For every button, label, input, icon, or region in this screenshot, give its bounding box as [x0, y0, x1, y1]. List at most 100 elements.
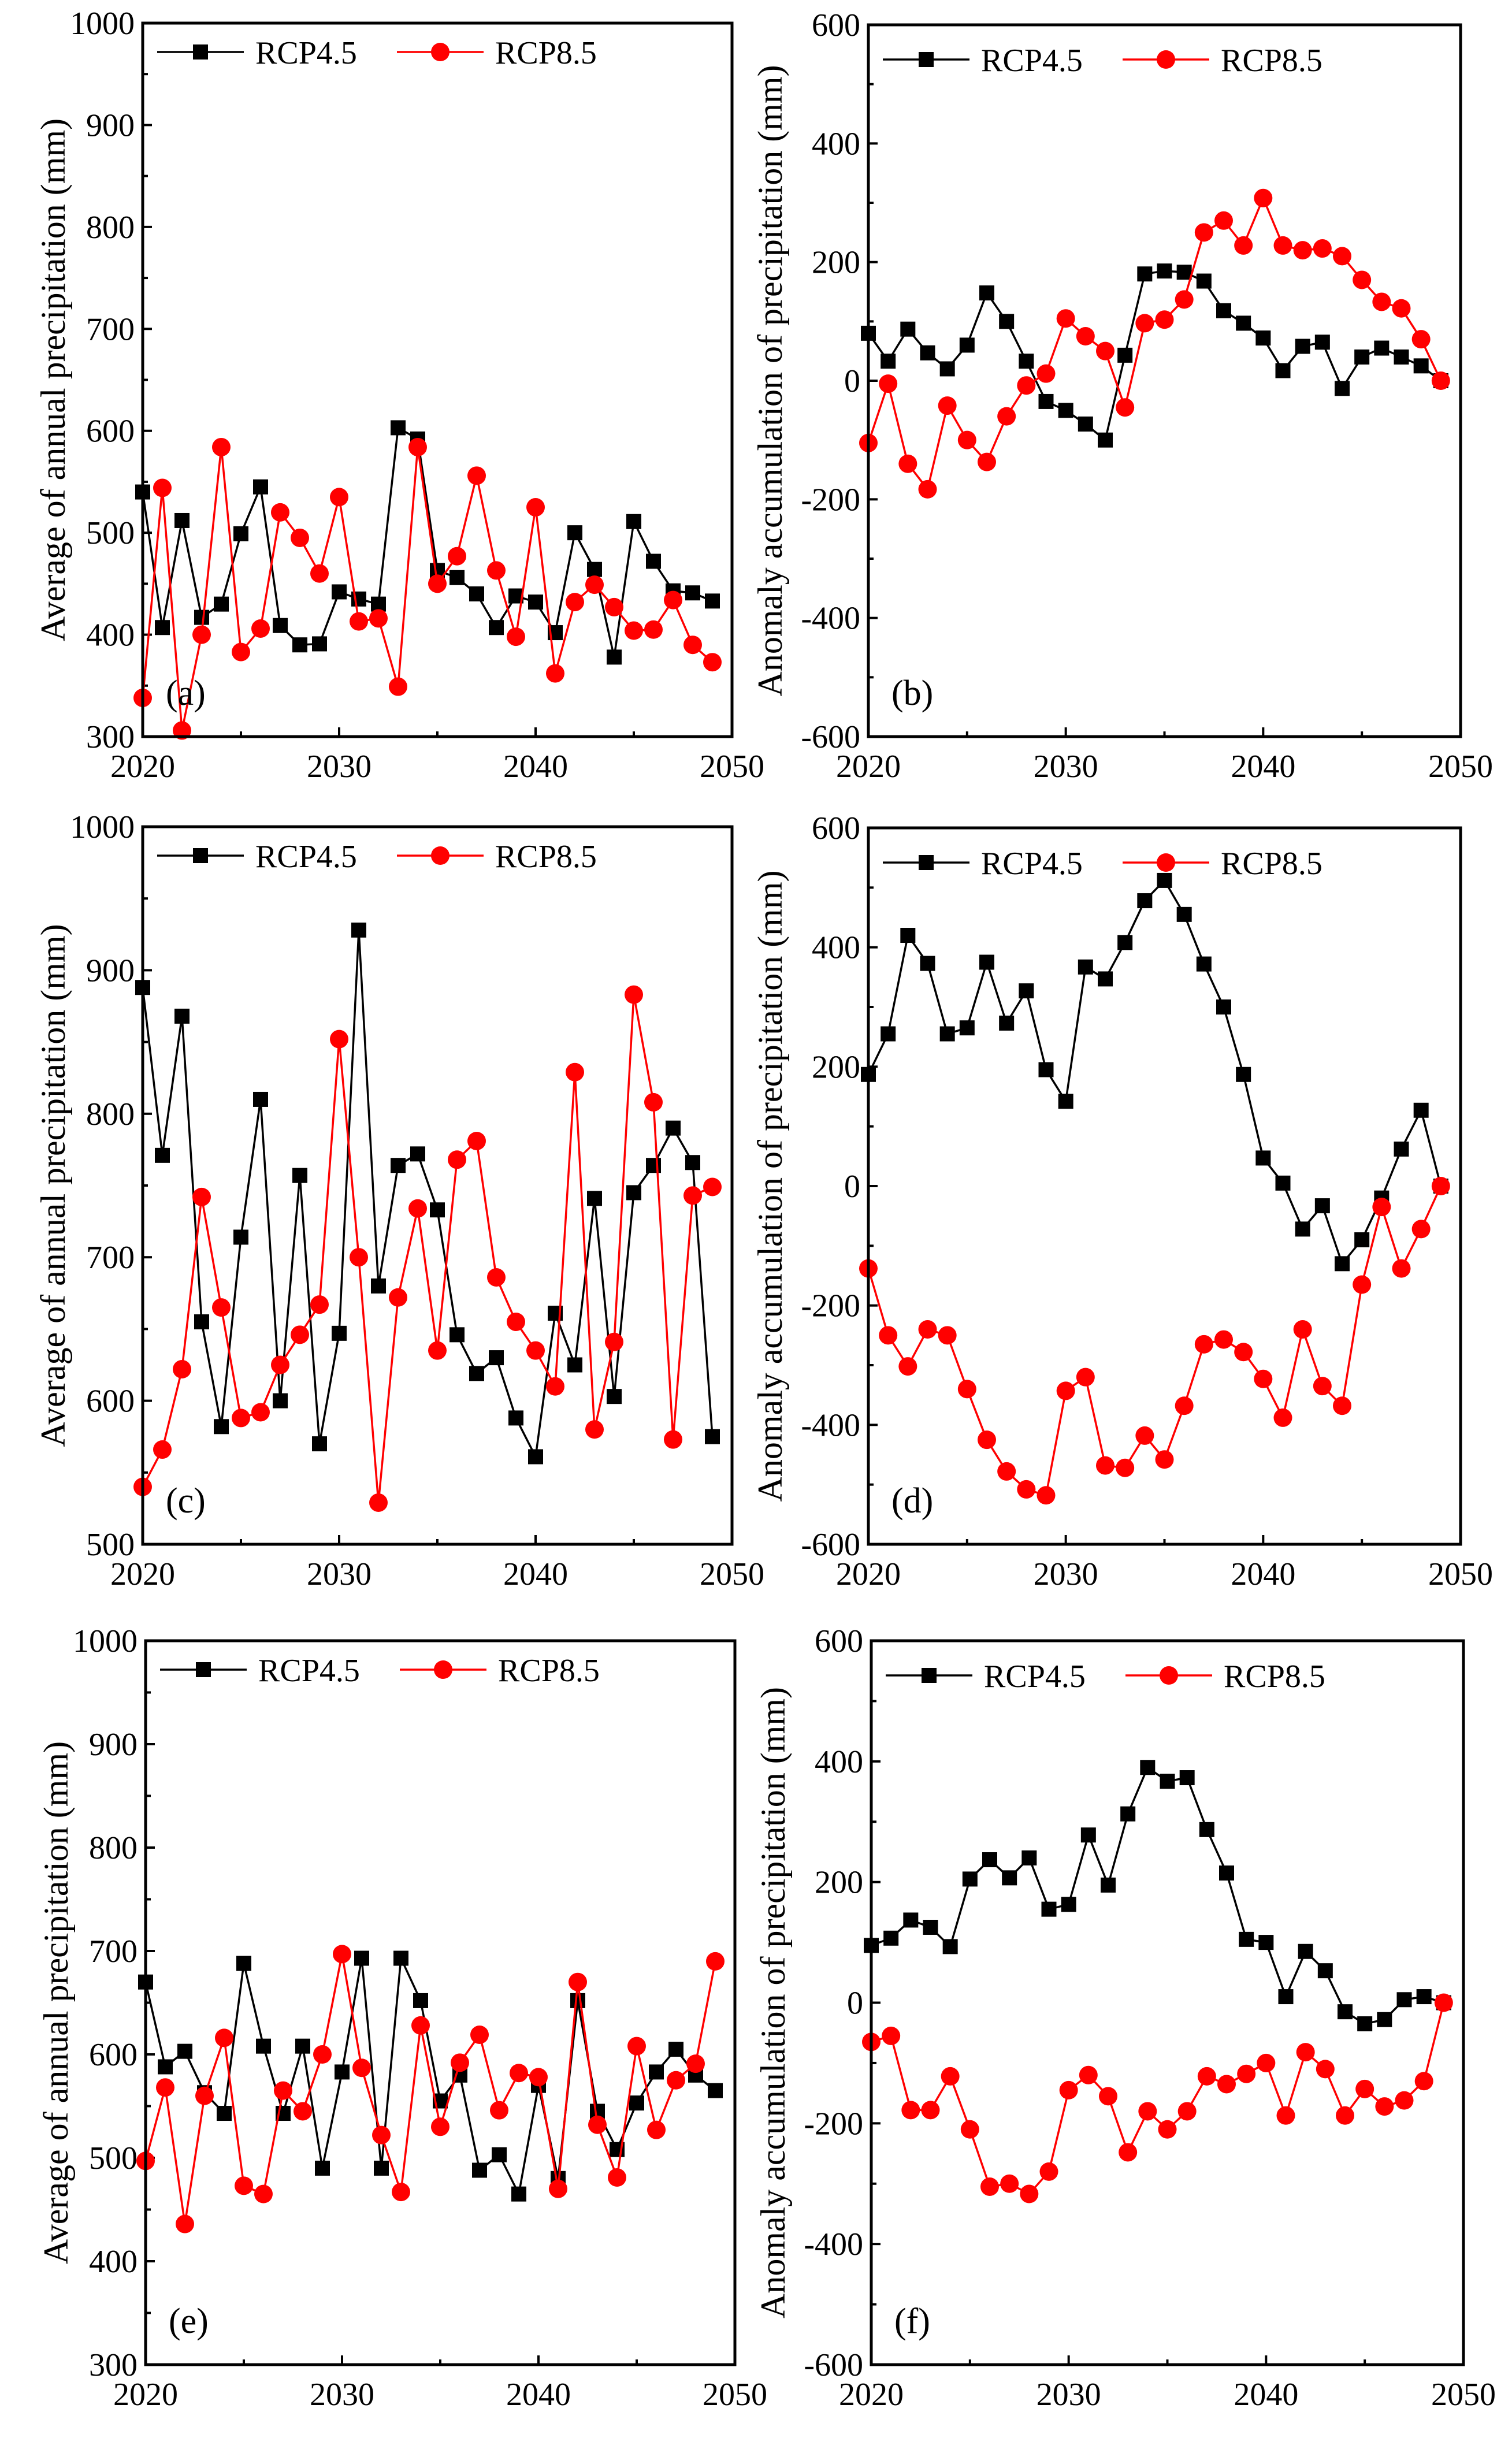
data-point — [569, 1972, 587, 1991]
y-tick-label: -400 — [801, 1407, 860, 1443]
data-point — [939, 1026, 955, 1042]
series-rcp85 — [862, 1993, 1453, 2203]
data-point — [703, 653, 722, 672]
data-point — [1395, 2091, 1414, 2110]
data-point — [1258, 1935, 1274, 1950]
x-tick-label: 2040 — [503, 749, 568, 785]
data-point — [236, 1956, 251, 1971]
data-point — [251, 619, 270, 638]
data-point — [1396, 1992, 1412, 2008]
x-tick-label: 2050 — [700, 749, 764, 785]
data-point — [1411, 330, 1431, 349]
legend-marker — [196, 1662, 211, 1677]
data-point — [310, 564, 329, 583]
data-point — [1239, 1931, 1254, 1947]
series-rcp85 — [859, 188, 1450, 499]
panel-f: 2020 2030 2040 2050 -600 -400 -200 0 200 400 600 An… — [754, 1623, 1496, 2413]
data-point — [1117, 935, 1133, 950]
panel-label: (f) — [894, 2302, 930, 2341]
data-point — [705, 1429, 720, 1444]
data-point — [374, 2160, 389, 2176]
data-point — [350, 612, 368, 631]
x-tick-label: 2050 — [1431, 2377, 1496, 2413]
y-tick-label: 400 — [812, 930, 860, 966]
data-point — [959, 1020, 975, 1036]
data-point — [942, 1939, 958, 1954]
data-point — [295, 2038, 310, 2054]
data-point — [685, 585, 700, 601]
data-point — [644, 620, 663, 639]
data-point — [413, 1993, 428, 2008]
data-point — [1037, 1486, 1056, 1505]
data-point — [587, 1191, 602, 1206]
data-point — [487, 1268, 506, 1287]
data-point — [292, 637, 307, 653]
data-point — [177, 2043, 192, 2059]
data-point — [155, 1147, 170, 1163]
legend-marker — [1157, 853, 1175, 872]
data-point — [605, 597, 623, 616]
y-tick-label: 1000 — [70, 6, 135, 42]
series-line — [871, 1766, 1444, 2025]
data-point — [212, 437, 231, 456]
data-point — [900, 928, 916, 943]
y-tick-label: 500 — [86, 1527, 135, 1563]
data-point — [1273, 236, 1292, 255]
data-point — [254, 2184, 273, 2203]
legend-marker — [193, 848, 208, 863]
data-point — [1293, 1320, 1312, 1339]
data-point — [978, 1430, 996, 1450]
data-point — [1434, 1993, 1453, 2012]
data-point — [1236, 1066, 1251, 1082]
data-point — [492, 2147, 507, 2162]
data-point — [1176, 265, 1192, 280]
data-point — [1314, 1198, 1330, 1214]
data-point — [882, 2026, 901, 2045]
data-point — [708, 2083, 723, 2098]
data-point — [898, 1357, 917, 1376]
data-point — [1313, 239, 1332, 258]
legend: RCP4.5 RCP8.5 — [160, 1653, 600, 1689]
y-tick-label: 400 — [815, 1744, 863, 1780]
panel-label: (a) — [166, 674, 206, 713]
data-point — [389, 1288, 407, 1307]
data-point — [1061, 1897, 1076, 1912]
data-point — [489, 620, 504, 636]
y-tick-label: 1000 — [70, 809, 135, 845]
y-tick-label: 700 — [86, 311, 135, 347]
data-point — [901, 2101, 920, 2120]
data-point — [587, 562, 602, 577]
data-point — [1079, 2065, 1098, 2084]
data-point — [1037, 364, 1056, 383]
y-tick-label: 900 — [89, 1727, 138, 1763]
data-point — [1295, 1221, 1310, 1237]
data-point — [511, 2186, 526, 2202]
data-point — [664, 590, 682, 610]
data-point — [233, 1229, 248, 1245]
data-point — [881, 1026, 896, 1042]
series-line — [144, 1954, 716, 2198]
data-point — [879, 374, 898, 393]
data-point — [1354, 1232, 1370, 1247]
data-point — [608, 2168, 626, 2187]
data-point — [448, 1150, 466, 1169]
data-point — [1175, 290, 1194, 309]
legend-label: RCP4.5 — [255, 35, 357, 71]
data-point — [330, 1030, 348, 1049]
panel-label: (b) — [891, 674, 933, 713]
data-point — [920, 345, 935, 361]
data-point — [393, 1950, 408, 1966]
data-point — [625, 621, 643, 640]
data-point — [449, 1327, 465, 1343]
legend-label: RCP8.5 — [498, 1653, 600, 1689]
data-point — [508, 1410, 523, 1426]
data-point — [1078, 416, 1093, 432]
data-point — [1175, 1396, 1194, 1415]
data-point — [271, 1355, 289, 1374]
x-tick-label: 2040 — [1231, 1556, 1295, 1592]
data-point — [251, 1403, 270, 1422]
y-tick-label: 600 — [812, 8, 860, 43]
data-point — [646, 1158, 661, 1173]
data-point — [1335, 381, 1350, 396]
